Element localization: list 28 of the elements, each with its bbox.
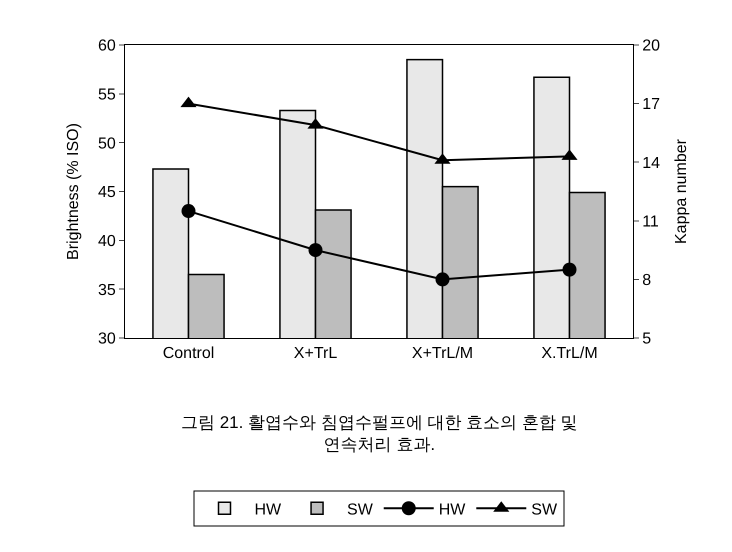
legend-label: SW <box>347 502 374 518</box>
x-tick-label: X+TrL <box>294 345 338 362</box>
y2-axis-title: Kappa number <box>672 138 690 244</box>
legend-label: SW <box>531 502 558 518</box>
x-tick-label: Control <box>162 345 214 362</box>
y-tick-label: 35 <box>98 282 116 299</box>
point <box>562 262 576 277</box>
y-tick-label: 50 <box>98 135 116 152</box>
caption: 그림 21. 활엽수와 침엽수펄프에 대한 효소의 혼합 및 연속처리 효과. <box>181 413 578 454</box>
y2-tick-label: 20 <box>642 38 660 55</box>
x-tick-label: X+TrL/M <box>412 345 474 362</box>
y-axis-title: Brightness (% ISO) <box>64 123 82 260</box>
legend-label: HW <box>254 502 282 518</box>
y2-tick-label: 5 <box>642 330 652 348</box>
x-tick-label: X.TrL/M <box>541 345 598 362</box>
y-tick-label: 40 <box>98 232 116 250</box>
y-tick-label: 55 <box>98 86 116 104</box>
y-tick-label: 60 <box>98 38 116 55</box>
y2-tick-label: 17 <box>642 96 660 114</box>
point <box>436 272 450 286</box>
point <box>182 204 196 218</box>
y-tick-label: 30 <box>98 330 116 348</box>
legend-label: HW <box>438 502 466 518</box>
point <box>308 243 322 258</box>
y2-tick-label: 8 <box>642 272 652 289</box>
y2-tick-label: 11 <box>642 213 659 230</box>
y-tick-label: 45 <box>98 184 116 202</box>
y2-tick-label: 14 <box>642 154 660 172</box>
